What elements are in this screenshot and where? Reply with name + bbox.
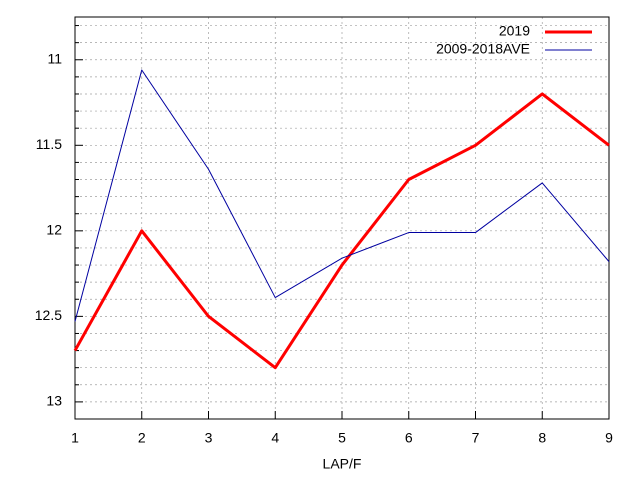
x-tick-label: 8 [538, 430, 546, 446]
y-tick-label: 12.5 [35, 307, 62, 323]
x-tick-label: 1 [71, 430, 79, 446]
x-tick-label: 9 [605, 430, 613, 446]
y-tick-label: 11.5 [36, 136, 62, 152]
x-tick-label: 4 [271, 430, 279, 446]
x-tick-label: 2 [138, 430, 146, 446]
series-line [73, 92, 610, 370]
x-tick-label: 6 [405, 430, 413, 446]
series-line [74, 69, 610, 322]
legend-label: 2009-2018AVE [436, 41, 530, 57]
plot-border [74, 16, 610, 420]
y-tick-label: 12 [46, 222, 62, 238]
legend-label: 2019 [499, 23, 530, 39]
y-tick-label: 13 [46, 393, 62, 409]
y-tick-label: 11 [47, 50, 62, 66]
x-tick-label: 7 [472, 430, 480, 446]
x-tick-label: 3 [205, 430, 213, 446]
x-axis-label: LAP/F [323, 456, 362, 472]
x-tick-label: 5 [338, 430, 346, 446]
